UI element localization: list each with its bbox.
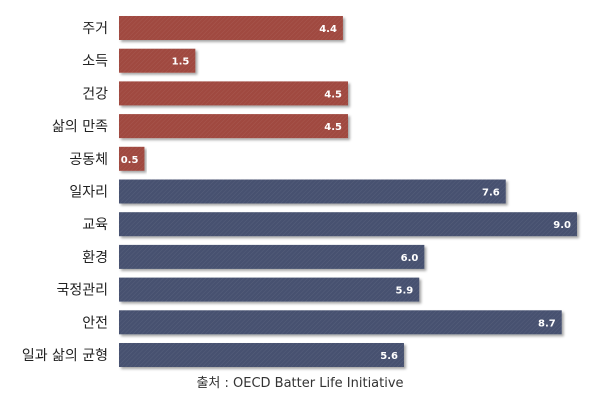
bar-texture: [119, 277, 420, 302]
source-caption: 출처 : OECD Batter Life Initiative: [196, 376, 404, 391]
value-label: 7.6: [482, 188, 500, 199]
value-label: 9.0: [553, 220, 571, 231]
value-label: 1.5: [172, 57, 190, 68]
category-label: 환경: [82, 250, 108, 266]
category-label: 국정관리: [56, 283, 108, 299]
bar-texture: [119, 114, 348, 139]
bar-texture: [119, 244, 425, 269]
category-label: 삶의 만족: [52, 119, 108, 135]
bar-texture: [119, 48, 196, 73]
value-label: 5.9: [396, 286, 414, 297]
bar-texture: [119, 179, 506, 204]
bar-texture: [119, 146, 145, 171]
value-label: 0.5: [121, 155, 139, 166]
category-label: 일자리: [69, 185, 108, 201]
category-label: 공동체: [69, 152, 108, 168]
value-label: 4.5: [324, 122, 342, 133]
bar-texture: [119, 310, 562, 335]
value-label: 4.4: [319, 24, 337, 35]
bars-layer: 주거 4.4 소득 1.5 건강 4.5 삶의 만족 4.5 공동체 0.5 일자리 7.6 교육 9.0…: [22, 16, 577, 367]
category-label: 소득: [82, 54, 108, 70]
bar-texture: [119, 343, 404, 367]
category-label: 교육: [82, 217, 108, 233]
category-label: 일과 삶의 균형: [22, 348, 108, 364]
value-label: 6.0: [401, 253, 419, 264]
category-label: 건강: [82, 86, 108, 102]
value-label: 5.6: [380, 351, 398, 362]
bar-texture: [119, 212, 577, 237]
category-label: 안전: [82, 315, 108, 331]
value-label: 8.7: [538, 318, 556, 329]
bar-texture: [119, 16, 343, 40]
bar-texture: [119, 81, 348, 106]
value-label: 4.5: [324, 89, 342, 100]
category-label: 주거: [82, 21, 108, 37]
